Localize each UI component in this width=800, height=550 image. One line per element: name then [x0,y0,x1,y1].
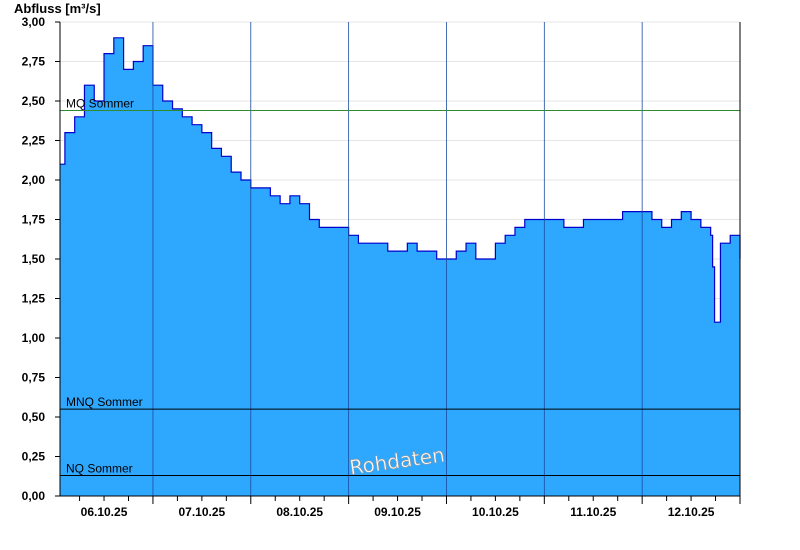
y-tick-label: 1,50 [22,252,46,266]
x-tick-label: 06.10.25 [81,505,128,519]
y-tick-label: 1,25 [22,292,46,306]
x-tick-label: 09.10.25 [374,505,421,519]
discharge-line [60,37,741,323]
reference-lines: MQ Sommer MNQ Sommer NQ Sommer [60,96,740,476]
y-tick-labels: 0,00 0,25 0,50 0,75 1,00 1,25 1,50 1,75 2,00 2,25… [22,15,60,503]
discharge-area [60,37,740,497]
reference-label: NQ Sommer [66,461,133,475]
x-tick-label: 08.10.25 [276,505,323,519]
y-tick-label: 0,75 [22,371,46,385]
y-tick-label: 2,75 [22,55,46,69]
y-axis-title: Abfluss [m³/s] [14,1,101,16]
x-tick-label: 12.10.25 [668,505,715,519]
x-tick-label: 07.10.25 [179,505,226,519]
y-tick-label: 0,50 [22,410,46,424]
y-tick-label: 0,25 [22,450,46,464]
y-tick-label: 2,00 [22,173,46,187]
y-tick-label: 1,75 [22,213,46,227]
x-tick-label: 10.10.25 [472,505,519,519]
x-tick-label: 11.10.25 [570,505,616,519]
y-tick-label: 0,00 [22,489,46,503]
y-tick-label: 3,00 [22,15,46,29]
day-separator-lines [152,22,643,496]
reference-label: MNQ Sommer [66,395,143,409]
y-tick-label: 1,00 [22,331,46,345]
x-tick-labels: 06.10.25 07.10.25 08.10.25 09.10.25 10.10.25… [79,496,741,519]
reference-label: MQ Sommer [66,96,134,110]
y-tick-label: 2,50 [22,94,46,108]
y-tick-label: 2,25 [22,134,46,148]
